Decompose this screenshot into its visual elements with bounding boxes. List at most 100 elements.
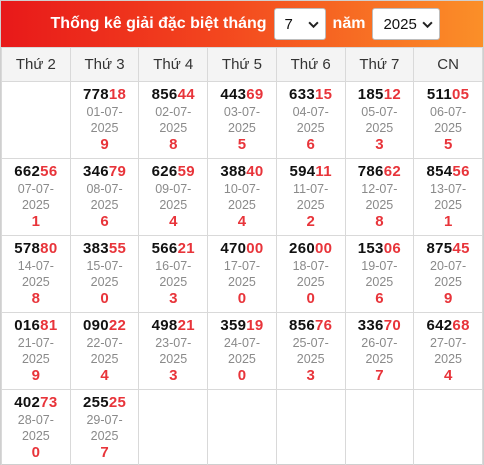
prize-suffix: 56 [40,163,58,180]
prize-number: 85456 [414,163,482,181]
year-label: năm [332,15,366,32]
prize-suffix: 12 [383,86,401,103]
calendar-body: 77818 01-07- 2025 9 85644 02-07- 2025 8 44369 03-… [1,81,483,465]
prize-number: 35919 [208,317,276,335]
draw-date: 06-07- [430,105,467,119]
day-cell: 51105 06-07- 2025 5 [413,81,483,159]
tail-digit: 4 [169,213,178,230]
tail-digit: 3 [169,367,178,384]
prize-suffix: 22 [108,317,127,334]
prize-suffix: 79 [108,163,127,180]
draw-date: 28-07- [17,413,54,427]
prize-prefix: 778 [82,86,109,103]
prize-prefix: 260 [289,240,315,257]
empty-cell [138,389,209,465]
day-cell: 87545 20-07- 2025 9 [413,235,483,313]
prize-prefix: 875 [426,240,453,257]
draw-date: 04-07- [292,105,329,119]
prize-prefix: 856 [151,86,178,103]
prize-suffix: 19 [246,317,264,334]
draw-year: 2025 [296,275,325,289]
draw-year: 2025 [21,198,50,212]
day-cell: 63315 04-07- 2025 6 [275,81,346,159]
draw-date: 14-07- [17,259,54,273]
prize-number: 64268 [414,317,482,335]
prize-number: 87545 [414,240,482,258]
draw-date: 22-07- [86,336,123,350]
prize-prefix: 359 [220,317,247,334]
prize-prefix: 633 [289,86,315,103]
prize-prefix: 388 [220,163,247,180]
prize-number: 44369 [208,86,276,104]
header-bar: Thống kê giải đặc biệt tháng 7 năm 2025 [1,1,483,47]
prize-prefix: 443 [220,86,247,103]
draw-year: 2025 [90,275,119,289]
prize-number: 38355 [71,240,139,258]
prize-number: 66256 [2,163,70,181]
weekday-header: Thứ 2 [1,47,71,82]
prize-suffix: 40 [246,163,264,180]
draw-date: 02-07- [155,105,192,119]
day-cell: 77818 01-07- 2025 9 [69,81,140,159]
prize-number: 85644 [139,86,207,104]
draw-year: 2025 [365,352,394,366]
draw-date: 18-07- [292,259,329,273]
chevron-down-icon [422,21,434,28]
tail-digit: 0 [237,290,247,307]
tail-digit: 4 [443,367,453,384]
week-row: 66256 07-07- 2025 1 34679 08-07- 2025 6 62659 09-… [1,158,483,236]
day-cell: 64268 27-07- 2025 4 [413,312,483,390]
prize-prefix: 336 [357,317,384,334]
prize-prefix: 185 [357,86,384,103]
day-cell: 85456 13-07- 2025 1 [413,158,483,236]
day-cell: 01681 21-07- 2025 9 [1,312,71,390]
prize-suffix: 62 [383,163,401,180]
prize-suffix: 69 [246,86,264,103]
prize-prefix: 642 [426,317,453,334]
prize-suffix: 06 [383,240,401,257]
tail-digit: 2 [306,213,315,230]
weekday-header: Thứ 5 [207,47,277,82]
tail-digit: 6 [306,136,315,153]
prize-prefix: 470 [220,240,247,257]
draw-date: 23-07- [155,336,192,350]
draw-year: 2025 [90,429,119,443]
draw-year: 2025 [159,352,188,366]
prize-prefix: 498 [151,317,178,334]
prize-prefix: 402 [14,394,41,411]
month-select-value: 7 [284,15,293,33]
month-select[interactable]: 7 [273,8,326,40]
draw-year: 2025 [21,352,50,366]
prize-prefix: 090 [82,317,109,334]
tail-digit: 7 [375,367,384,384]
prize-suffix: 56 [452,163,470,180]
draw-year: 2025 [434,198,463,212]
prize-number: 62659 [139,163,207,181]
prize-suffix: 18 [108,86,127,103]
prize-suffix: 80 [40,240,58,257]
prize-suffix: 00 [314,240,333,257]
draw-year: 2025 [228,352,256,366]
prize-suffix: 11 [315,163,332,180]
day-cell: 09022 22-07- 2025 4 [69,312,140,390]
draw-year: 2025 [296,352,325,366]
header-title: Thống kê giải đặc biệt tháng [50,15,267,32]
prize-prefix: 594 [289,163,316,180]
prize-suffix: 70 [383,317,401,334]
year-select[interactable]: 2025 [372,8,441,40]
day-cell: 38355 15-07- 2025 0 [69,235,140,313]
day-cell: 57880 14-07- 2025 8 [1,235,71,313]
prize-prefix: 856 [289,317,315,334]
prize-suffix: 44 [177,86,195,103]
draw-year: 2025 [228,121,256,135]
day-cell: 18512 05-07- 2025 3 [344,81,415,159]
draw-date: 15-07- [86,259,123,273]
prize-number: 78662 [346,163,414,181]
weekday-header-row: Thứ 2 Thứ 3 Thứ 4 Thứ 5 Thứ 6 Thứ 7 CN [1,47,483,82]
prize-prefix: 016 [14,317,41,334]
prize-prefix: 566 [151,240,178,257]
tail-digit: 9 [31,367,41,384]
empty-cell [1,81,71,159]
prize-prefix: 511 [426,86,453,103]
